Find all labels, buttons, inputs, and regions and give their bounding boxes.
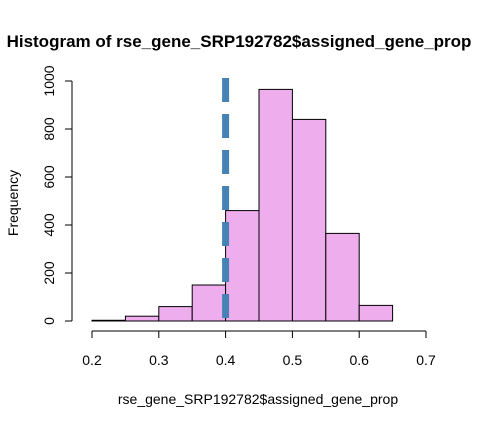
bars-group [91,88,394,322]
x-tick-label: 0.6 [349,352,369,368]
x-tick-label: 0.2 [82,352,102,368]
x-tick-label: 0.5 [283,352,303,368]
y-axis: 0 200 400 600 800 1000 [41,65,73,325]
y-tick-label: 600 [41,165,57,189]
histogram-bar [225,210,260,322]
x-tick-label: 0.4 [216,352,236,368]
y-tick-label: 0 [41,317,57,325]
histogram-bar [91,319,126,322]
x-tick-label: 0.3 [149,352,169,368]
histogram-bar [258,88,293,322]
y-tick-label: 200 [41,261,57,285]
x-axis: 0.2 0.3 0.4 0.5 0.6 0.7 [82,330,436,368]
y-tick-label: 400 [41,213,57,237]
histogram-bar [358,304,394,322]
histogram-bar [291,118,327,322]
histogram-bar [191,284,227,322]
chart-title: Histogram of rse_gene_SRP192782$assigned… [7,32,472,51]
histogram-bar [158,306,193,322]
x-axis-label: rse_gene_SRP192782$assigned_gene_prop [118,391,398,407]
x-tick-label: 0.7 [416,352,436,368]
y-axis-label: Frequency [5,170,21,236]
histogram-bar [124,315,160,322]
histogram-bar [325,232,360,322]
y-tick-label: 800 [41,117,57,141]
y-tick-label: 1000 [41,65,57,96]
